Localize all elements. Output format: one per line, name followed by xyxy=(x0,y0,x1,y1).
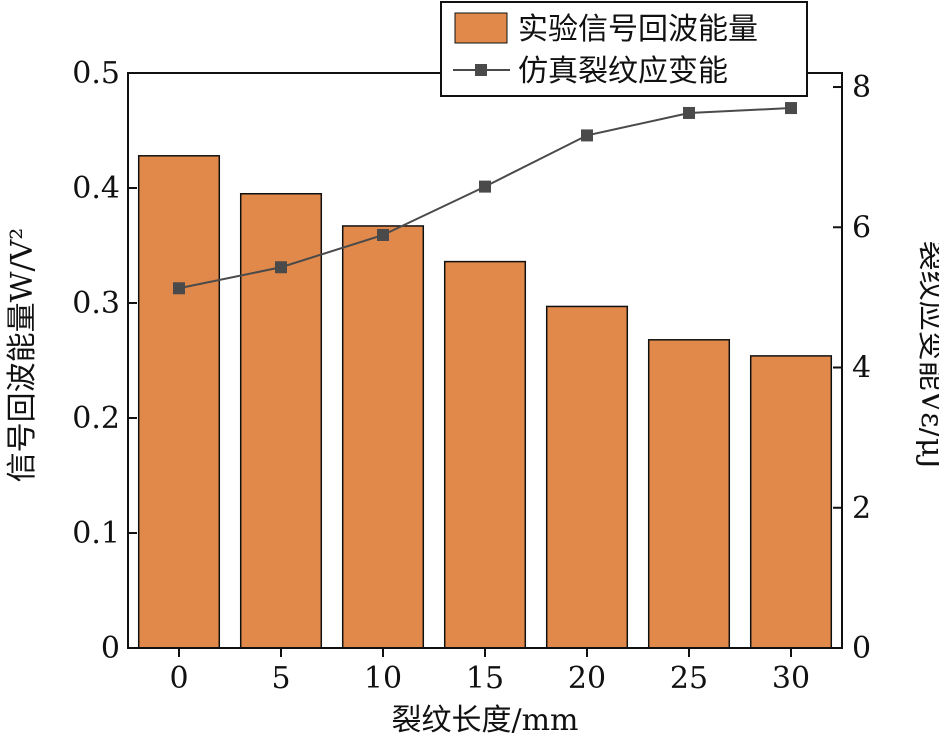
bar-20 xyxy=(545,305,629,649)
y-axis-left: 0 0.1 0.2 0.3 0.4 0.5 xyxy=(72,56,137,666)
legend-line-marker xyxy=(475,64,487,76)
y-right-tick-label: 0 xyxy=(852,631,871,666)
x-tick-label: 30 xyxy=(772,661,810,696)
x-axis-title: 裂纹长度/mm xyxy=(391,703,578,738)
y-axis-left-title: 信号回波能量W/V² xyxy=(5,228,40,483)
x-tick-label: 5 xyxy=(271,661,290,696)
y-right-tick-label: 4 xyxy=(852,351,871,386)
legend-bar-swatch xyxy=(454,12,508,44)
line-point-25 xyxy=(683,106,695,119)
line-point-10 xyxy=(377,228,389,241)
y-left-tick-label: 0.2 xyxy=(72,401,120,436)
line-point-5 xyxy=(275,261,287,274)
bars-layer xyxy=(137,155,833,649)
x-tick-label: 0 xyxy=(169,661,188,696)
bar-30 xyxy=(749,355,833,649)
x-axis: 0 5 10 15 20 25 30 xyxy=(169,648,810,696)
legend-line-label: 仿真裂纹应变能 xyxy=(518,54,728,89)
y-axis-right: 0 2 4 6 8 xyxy=(833,70,871,666)
bar-0 xyxy=(137,155,221,649)
x-tick-label: 25 xyxy=(670,661,708,696)
line-point-30 xyxy=(785,102,797,115)
bar-10 xyxy=(341,225,425,649)
y-left-tick-label: 0.5 xyxy=(72,56,120,91)
x-tick-label: 10 xyxy=(364,661,402,696)
y-right-tick-label: 2 xyxy=(852,491,871,526)
line-point-20 xyxy=(581,129,593,142)
y-left-tick-label: 0 xyxy=(101,631,120,666)
bar-25 xyxy=(647,339,731,649)
y-left-tick-label: 0.1 xyxy=(72,516,120,551)
y-left-tick-label: 0.3 xyxy=(72,286,120,321)
x-tick-label: 20 xyxy=(568,661,606,696)
line-point-15 xyxy=(479,180,491,193)
line-layer xyxy=(173,102,797,295)
legend: 实验信号回波能量 仿真裂纹应变能 xyxy=(440,1,808,97)
x-tick-label: 15 xyxy=(466,661,504,696)
y-left-tick-label: 0.4 xyxy=(72,171,120,206)
y-right-tick-label: 8 xyxy=(852,70,871,105)
y-axis-right-title: 裂纹应变能Vε/μJ xyxy=(914,241,939,470)
bar-15 xyxy=(443,260,527,649)
legend-bar-label: 实验信号回波能量 xyxy=(518,12,758,47)
y-right-tick-label: 6 xyxy=(852,210,871,245)
line-point-0 xyxy=(173,282,185,295)
